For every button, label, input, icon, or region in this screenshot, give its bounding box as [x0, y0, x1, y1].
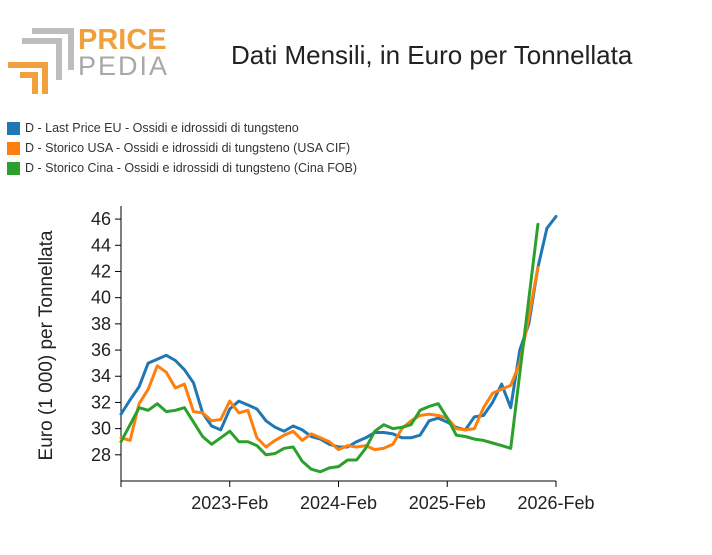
series-line-cina — [119, 222, 540, 474]
y-tick-label: 36 — [91, 340, 111, 360]
x-tick-label: 2025-Feb — [409, 493, 486, 513]
logo-gray-bracket-outer — [32, 28, 74, 70]
logo-orange-bracket-inner — [20, 72, 38, 94]
y-tick-label: 34 — [91, 366, 111, 386]
legend-item-usa: D - Storico USA - Ossidi e idrossidi di … — [7, 138, 357, 158]
x-tick-label: 2023-Feb — [191, 493, 268, 513]
y-tick-label: 32 — [91, 392, 111, 412]
logo-gray-bracket-inner — [22, 38, 62, 80]
logo-text-price: PRICE — [78, 24, 167, 56]
y-tick-label: 30 — [91, 419, 111, 439]
legend: D - Last Price EU - Ossidi e idrossidi d… — [7, 118, 357, 178]
pricepedia-logo: PRICE PEDIA — [8, 22, 168, 94]
legend-item-cina: D - Storico Cina - Ossidi e idrossidi di… — [7, 158, 357, 178]
x-tick-label: 2024-Feb — [300, 493, 377, 513]
legend-label-usa: D - Storico USA - Ossidi e idrossidi di … — [25, 141, 351, 155]
y-tick-label: 40 — [91, 288, 111, 308]
series-line-usa — [119, 266, 540, 452]
series-line-eu — [119, 215, 558, 449]
y-axis-label: Euro (1 000) per Tonnellata — [36, 230, 57, 460]
y-tick-label: 28 — [91, 445, 111, 465]
legend-label-cina: D - Storico Cina - Ossidi e idrossidi di… — [25, 161, 358, 175]
legend-swatch-eu — [7, 121, 20, 135]
legend-swatch-usa — [7, 141, 20, 155]
logo-text-pedia: PEDIA — [78, 51, 168, 81]
chart-title: Dati Mensili, in Euro per Tonnellata — [231, 40, 633, 70]
y-tick-label: 44 — [91, 235, 111, 255]
logo-mark: PRICE PEDIA — [8, 24, 168, 94]
y-tick-label: 38 — [91, 314, 111, 334]
legend-item-eu: D - Last Price EU - Ossidi e idrossidi d… — [7, 118, 357, 138]
y-tick-label: 42 — [91, 261, 111, 281]
y-tick-label: 46 — [91, 209, 111, 229]
x-tick-label: 2026-Feb — [517, 493, 594, 513]
chart-series — [119, 215, 558, 474]
legend-swatch-cina — [7, 161, 20, 175]
logo-orange-bracket-outer — [8, 62, 48, 94]
legend-label-eu: D - Last Price EU - Ossidi e idrossidi d… — [25, 121, 299, 135]
chart-axes: 28 30 32 34 36 38 40 42 44 46 2023-Feb 2024-Feb 2025… — [36, 206, 595, 513]
